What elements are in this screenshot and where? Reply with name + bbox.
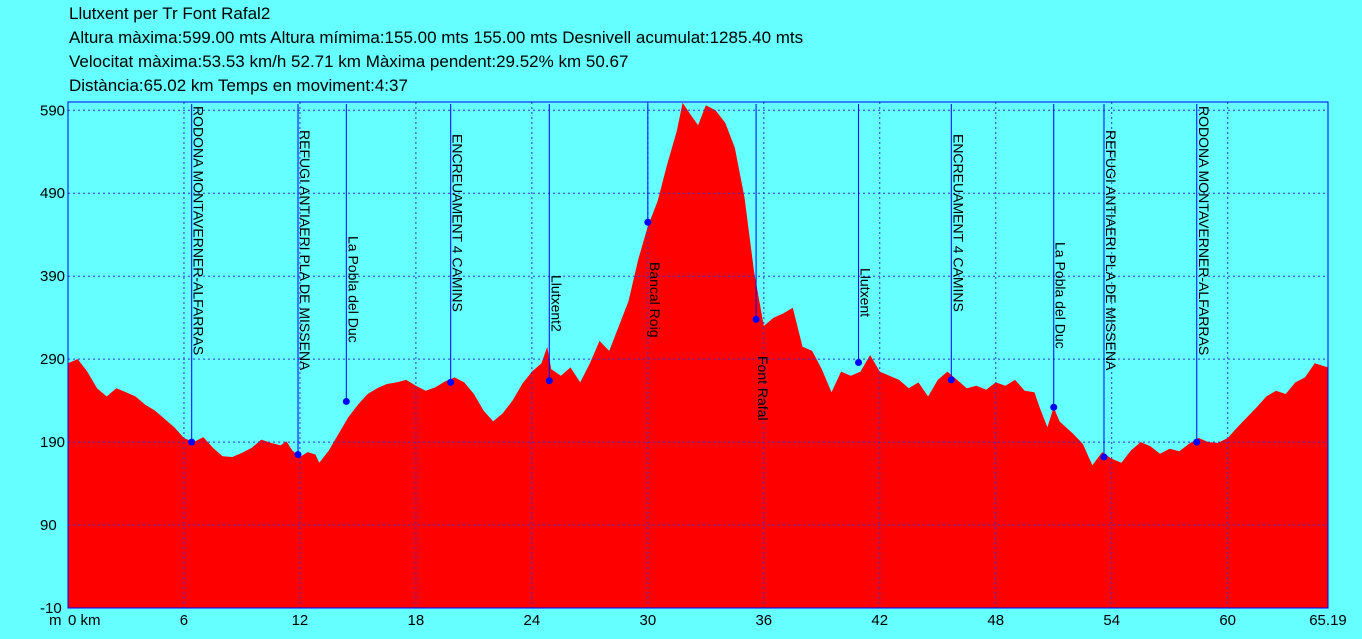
y-tick-label: 390 — [40, 268, 65, 285]
x-tick-label: 30 — [639, 612, 656, 629]
y-tick-label: 190 — [40, 434, 65, 451]
waypoint-label: ENCREUAMENT 4 CAMINS — [450, 134, 466, 312]
waypoint-label: La Pobla del Duc — [1053, 242, 1069, 349]
waypoint-marker — [855, 358, 863, 366]
waypoint-label: RODONA MONTAVERNER-ALFARRAS — [191, 106, 207, 355]
waypoint-label: REFUGI ANTIAERI PLA DE MISSENA — [1103, 130, 1119, 371]
x-tick-label: 24 — [524, 612, 541, 629]
waypoint-label: REFUGI ANTIAERI PLA DE MISSENA — [297, 130, 313, 371]
waypoint-label: RODONA MONTAVERNER-ALFARRAS — [1196, 106, 1212, 355]
waypoint-marker — [947, 376, 955, 384]
x-tick-label: 18 — [408, 612, 425, 629]
elevation-area — [68, 102, 1328, 609]
waypoint-marker — [1100, 453, 1108, 461]
waypoint-label: Llutxent — [858, 268, 874, 317]
distance-stats: Distància:65.02 km Temps en moviment:4:3… — [69, 76, 408, 95]
chart-header: Llutxent per Tr Font Rafal2 Altura màxim… — [69, 2, 803, 98]
waypoint-marker — [294, 451, 302, 459]
waypoint-label: Bancal Roig — [647, 262, 663, 338]
waypoint-label: La Pobla del Duc — [345, 236, 361, 343]
grid-lines — [68, 102, 1328, 608]
y-tick-label: 590 — [40, 102, 65, 119]
waypoint-marker — [1193, 438, 1201, 446]
y-tick-label: 490 — [40, 185, 65, 202]
altitude-stats: Altura màxima:599.00 mts Altura mímima:1… — [69, 28, 804, 47]
waypoint-label: Font Rafal — [755, 356, 771, 421]
x-tick-label: 36 — [755, 612, 772, 629]
waypoint-label: Llutxent2 — [548, 275, 564, 332]
waypoint-marker — [1050, 403, 1058, 411]
y-tick-label: 90 — [40, 517, 57, 534]
x-tick-label: 60 — [1219, 612, 1236, 629]
waypoint-layer: RODONA MONTAVERNER-ALFARRAS REFUGI ANTIAE… — [188, 104, 1212, 461]
waypoint-marker — [342, 397, 350, 405]
x-tick-label: 12 — [292, 612, 309, 629]
waypoint-marker — [752, 315, 760, 323]
waypoint-label: ENCREUAMENT 4 CAMINS — [950, 134, 966, 312]
waypoint-marker — [188, 438, 196, 446]
plot-area — [68, 102, 1328, 609]
x-axis-prefix: m — [49, 612, 62, 629]
waypoint-marker — [545, 377, 553, 385]
x-tick-label: 65.19 — [1309, 612, 1347, 629]
x-tick-label: 54 — [1103, 612, 1120, 629]
waypoint-marker — [447, 378, 455, 386]
y-tick-label: -10 — [40, 600, 62, 617]
x-tick-label: 42 — [871, 612, 888, 629]
waypoint-marker — [644, 218, 652, 226]
x-tick-label: 6 — [180, 612, 188, 629]
plot-frame — [67, 101, 1329, 609]
axes: 590 490 390 290 190 90 -10m 0 km 6 12 18 24 30 36 42 48… — [40, 101, 1347, 629]
speed-stats: Velocitat màxima:53.53 km/h 52.71 km Màx… — [69, 52, 629, 71]
x-tick-label: 0 km — [68, 612, 101, 629]
x-tick-label: 48 — [987, 612, 1004, 629]
route-title: Llutxent per Tr Font Rafal2 — [69, 4, 271, 23]
y-tick-label: 290 — [40, 351, 65, 368]
